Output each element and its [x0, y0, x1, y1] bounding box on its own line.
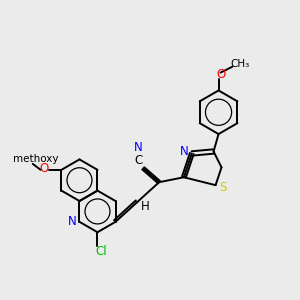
Text: N: N — [179, 145, 188, 158]
Text: methoxy: methoxy — [13, 154, 59, 164]
Text: O: O — [39, 162, 48, 175]
Text: O: O — [216, 68, 225, 81]
Text: CH₃: CH₃ — [231, 59, 250, 69]
Text: N: N — [134, 141, 143, 154]
Text: N: N — [68, 215, 77, 228]
Text: Cl: Cl — [96, 244, 107, 258]
Text: C: C — [134, 154, 142, 167]
Text: H: H — [141, 200, 150, 214]
Text: S: S — [219, 181, 226, 194]
